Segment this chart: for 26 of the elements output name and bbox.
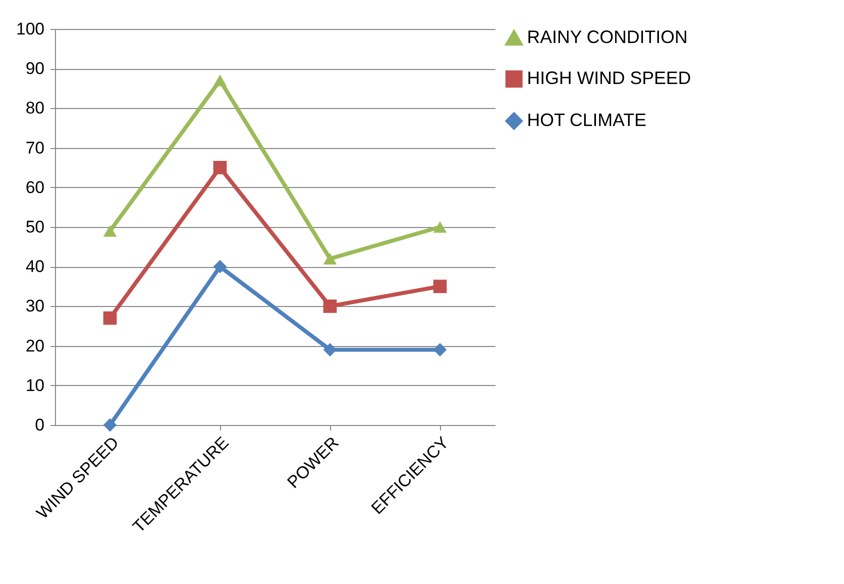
y-tick-label: 40 bbox=[26, 257, 44, 276]
legend-label: HIGH WIND SPEED bbox=[527, 68, 692, 88]
point bbox=[103, 311, 117, 325]
y-tick-label: 90 bbox=[26, 59, 44, 78]
y-tick-label: 50 bbox=[26, 218, 44, 236]
legend-label: RAINY CONDITION bbox=[527, 27, 688, 47]
y-tick-label: 20 bbox=[26, 336, 44, 356]
point bbox=[103, 418, 117, 432]
point bbox=[213, 160, 227, 174]
legend-label: HOT CLIMATE bbox=[527, 110, 646, 130]
y-tick-label: 100 bbox=[16, 20, 44, 38]
y-tick-label: 60 bbox=[26, 178, 44, 197]
point bbox=[323, 252, 337, 264]
point bbox=[433, 280, 447, 294]
y-tick-label: 80 bbox=[26, 98, 44, 118]
y-tick-label: 70 bbox=[26, 138, 44, 158]
point bbox=[323, 299, 337, 313]
point bbox=[433, 221, 447, 233]
y-tick-label: 30 bbox=[26, 296, 44, 316]
y-tick-label: 0 bbox=[35, 416, 44, 434]
point bbox=[213, 260, 227, 274]
point bbox=[103, 225, 117, 237]
point bbox=[213, 74, 227, 86]
point bbox=[323, 343, 337, 356]
y-tick-label: 10 bbox=[26, 376, 44, 395]
point bbox=[433, 343, 447, 356]
